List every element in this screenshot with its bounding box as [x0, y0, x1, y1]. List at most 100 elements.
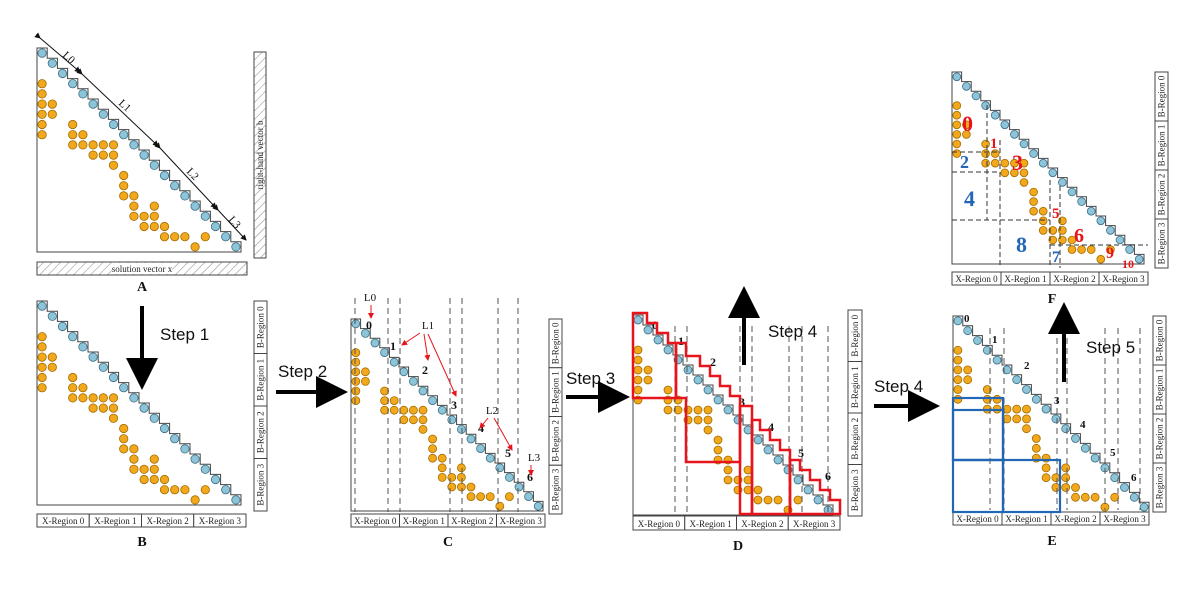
diagonal-element — [380, 348, 390, 358]
level-number: 6 — [1131, 472, 1137, 484]
diagonal-element — [1139, 502, 1149, 512]
nonzero-element — [1010, 168, 1019, 178]
panel-c-label-l1: L1 — [422, 320, 434, 332]
nonzero-element — [1051, 473, 1061, 483]
diagonal-element — [159, 170, 170, 181]
level-number: 4 — [768, 420, 774, 434]
panel-c-x-regions: X-Region 0 X-Region 1 X-Region 2 X-Region 3 — [350, 513, 546, 528]
b-region-label: B-Region 0 — [256, 306, 266, 348]
diagonal-element — [389, 357, 399, 367]
nonzero-element — [159, 221, 170, 232]
panel-c-level-dividers — [354, 298, 519, 512]
nonzero-element — [360, 367, 370, 377]
nonzero-element — [437, 463, 447, 473]
nonzero-element — [990, 158, 1000, 168]
nonzero-element — [1071, 492, 1080, 502]
diagonal-element — [351, 319, 361, 329]
diagonal-element — [803, 485, 813, 495]
diagonal-element — [485, 453, 495, 463]
nonzero-element — [159, 232, 170, 242]
nonzero-element — [78, 383, 88, 393]
block-number: 4 — [964, 186, 975, 211]
step1-label: Step 1 — [160, 325, 209, 344]
diagonal-element — [149, 160, 159, 170]
level-arrow-l1 — [76, 68, 159, 147]
level-number: 5 — [1110, 447, 1116, 459]
level-number: 0 — [652, 318, 658, 332]
x-region-label: X-Region 2 — [1054, 514, 1096, 524]
nonzero-element — [703, 425, 713, 435]
diagonal-element — [1120, 483, 1129, 492]
nonzero-element — [703, 405, 713, 415]
nonzero-element — [1038, 206, 1048, 216]
b-region-label: B-Region 0 — [1157, 75, 1167, 117]
diagonal-element — [633, 315, 643, 325]
nonzero-element — [1096, 254, 1106, 264]
diagonal-element — [1010, 130, 1019, 139]
block-number: 0 — [962, 111, 973, 136]
panel-c-b-regions: B-Region 0 B-Region 1 B-Region 2 B-Region 3 — [548, 318, 563, 515]
b-region-label: B-Region 3 — [256, 463, 266, 505]
nonzero-element — [437, 453, 447, 463]
panel-d-x-regions: X-Region 0 X-Region 1 X-Region 2 X-Region 3 — [632, 515, 841, 531]
nonzero-element — [170, 232, 180, 242]
diagonal-element — [1002, 365, 1012, 375]
nonzero-element — [953, 375, 963, 385]
matrix-outline — [350, 318, 544, 512]
panel-e-level-numbers: 0 1 2 3 4 5 6 — [964, 313, 1137, 484]
nonzero-element — [360, 376, 370, 386]
diagonal-element — [360, 328, 370, 338]
level-number: 3 — [1054, 395, 1060, 407]
nonzero-element — [37, 99, 47, 109]
diagonal-element — [693, 375, 703, 385]
nonzero-element — [953, 355, 963, 365]
nonzero-element — [953, 345, 963, 355]
level-number: 0 — [366, 318, 372, 332]
nonzero-element — [149, 464, 159, 474]
panel-e-level-dividers — [989, 328, 1141, 510]
nonzero-element — [1077, 245, 1086, 254]
nonzero-element — [129, 454, 139, 464]
matrix-outline — [952, 315, 1150, 513]
blue-block-1 — [951, 408, 1005, 462]
diagonal-element — [971, 91, 981, 101]
nonzero-element — [1029, 197, 1038, 206]
panel-c-label-l2: L2 — [486, 405, 498, 417]
nonzero-element — [149, 211, 159, 221]
nonzero-element — [389, 396, 399, 406]
b-region-label: B-Region 3 — [551, 468, 561, 510]
nonzero-element — [1029, 187, 1038, 197]
level-number: 3 — [451, 398, 457, 412]
nonzero-element — [139, 211, 149, 221]
diagonal-element — [221, 232, 231, 242]
nonzero-element — [1106, 245, 1115, 254]
nonzero-element — [200, 485, 210, 495]
nonzero-element — [753, 495, 763, 505]
block-number: 6 — [1074, 225, 1084, 247]
diagonal-element — [466, 434, 476, 444]
nonzero-element — [1000, 168, 1010, 178]
diagonal-element — [1061, 424, 1071, 434]
diagonal-element — [753, 435, 763, 445]
diagonal-element — [190, 201, 200, 211]
nonzero-element — [1012, 414, 1022, 424]
nonzero-element — [693, 415, 703, 425]
nonzero-element — [992, 394, 1002, 404]
panel-b-matrix — [36, 300, 242, 506]
x-region-label: X-Region 2 — [1053, 274, 1095, 284]
x-region-label: X-Region 0 — [42, 516, 85, 526]
b-region-label: B-Region 3 — [1155, 466, 1165, 508]
diagonal-element — [129, 140, 139, 150]
nonzero-element — [763, 495, 773, 505]
level-number: 0 — [964, 313, 970, 325]
nonzero-element — [129, 201, 139, 211]
x-region-label: X-Region 1 — [94, 516, 136, 526]
step4a-label: Step 4 — [768, 322, 817, 341]
nonzero-element — [88, 403, 98, 413]
nonzero-element — [963, 375, 973, 385]
diagonal-element — [663, 345, 673, 355]
panel-c-arrow-l1c — [427, 333, 457, 397]
nonzero-element — [962, 120, 971, 130]
diagonal-element — [1012, 375, 1022, 385]
nonzero-element — [129, 464, 139, 474]
